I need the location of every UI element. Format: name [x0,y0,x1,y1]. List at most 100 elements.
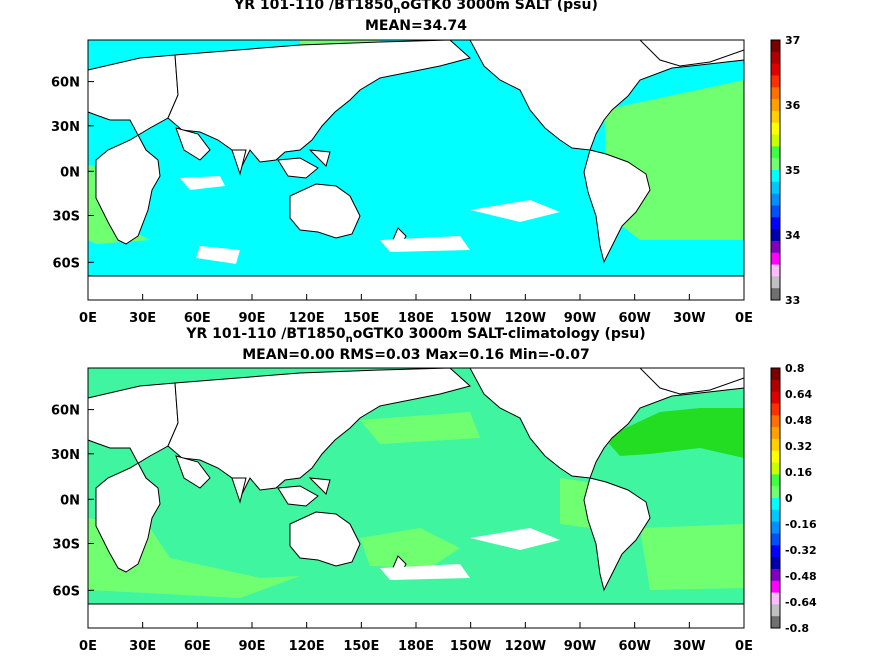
colorbar-frame [770,39,781,301]
colorbar-swatch [771,217,780,230]
panel1-stats: MEAN=34.74 [364,18,468,34]
colorbar-swatch [771,557,780,570]
panel2-map [87,367,745,629]
lon-label: 180E [398,311,434,326]
lon-label: 120E [289,311,325,326]
colorbar-swatch [771,170,780,183]
lon-label: 180E [398,639,434,654]
colorbar-swatch [771,134,780,147]
colorbar-swatch [771,99,780,112]
colorbar-swatch [771,427,780,440]
panel2-stats: MEAN=0.00 RMS=0.03 Max=0.16 Min=-0.07 [242,347,590,363]
lat-label: 0N [60,165,80,180]
lon-label: 120E [289,639,325,654]
colorbar-swatch [771,368,780,381]
lat-label: 60S [53,584,80,599]
lon-label: 60W [618,639,650,654]
lon-label: 0E [735,311,753,326]
colorbar-swatch [771,616,780,629]
panel1-map [87,39,745,301]
colorbar-swatch [771,181,780,195]
lat-label: 30S [53,210,80,225]
colorbar-label: 0 [785,492,793,505]
panel1-title: YR 101-110 /BT1850noGTK0 3000m SALT (psu… [234,0,598,16]
colorbar-swatch [771,51,780,65]
colorbar-label: -0.48 [785,570,817,583]
colorbar-label: 0.8 [785,362,805,375]
colorbar-swatch [771,438,780,452]
lon-label: 60E [184,311,211,326]
lon-label: 150W [450,639,491,654]
colorbar-label: 33 [785,294,800,307]
colorbar-swatch [771,533,780,546]
lat-label: 0N [60,493,80,508]
colorbar-swatch [771,75,780,88]
colorbar-swatch [771,288,780,301]
lat-label: 60N [51,76,80,91]
lon-label: 90E [239,639,266,654]
lon-label: 60E [184,639,211,654]
lon-label: 0E [79,639,97,654]
lat-label: 30N [51,448,80,463]
colorbar-swatch [771,276,780,289]
colorbar-swatch [771,592,780,605]
colorbars: 37 36 35 34 33 0.8 0.64 0.48 0.32 0.16 0 -0.16 -0.32… [770,34,817,635]
colorbar-swatch [771,604,780,617]
colorbar-swatch [771,391,780,404]
lon-label: 90W [564,639,596,654]
colorbar-swatch [771,122,780,136]
colorbar-label: 0.32 [785,440,812,453]
lon-label: 60W [618,311,650,326]
panel2-north-atlantic-pos [604,408,744,458]
lon-label: 150W [450,311,491,326]
lon-label: 150E [343,311,379,326]
colorbar-swatch [771,379,780,393]
colorbar-swatch [771,474,780,487]
colorbar-swatch [771,509,780,523]
panel2-title: YR 101-110 /BT1850noGTK0 3000m SALT-clim… [186,326,646,345]
lon-label: 30E [129,639,156,654]
colorbar-swatch [771,158,780,171]
colorbar-swatch [771,462,780,475]
colorbar-label: 37 [785,34,800,47]
colorbar-label: -0.32 [785,544,817,557]
colorbar-label: -0.64 [785,596,817,609]
colorbar-label: 35 [785,164,800,177]
colorbar-swatch [771,486,780,499]
colorbar-swatch [771,264,780,277]
colorbar-swatch [771,240,780,254]
lon-label: 120W [505,639,546,654]
lon-label: 150E [343,639,379,654]
colorbar-swatch [771,498,780,511]
colorbar-label: 0.48 [785,414,812,427]
lat-label: 60S [53,256,80,271]
lon-label: 0E [79,311,97,326]
colorbar-swatch [771,403,780,416]
colorbar-label: 36 [785,99,801,112]
colorbar-swatch [771,63,780,76]
colorbar-label: 0.64 [785,388,812,401]
colorbar-swatch [771,545,780,558]
colorbar-label: -0.16 [785,518,817,531]
colorbar-swatch [771,568,780,582]
colorbar-swatch [771,450,780,464]
colorbar-swatch [771,415,780,428]
lon-label: 30W [673,311,705,326]
colorbar-label: 0.16 [785,466,812,479]
colorbar-swatch [771,40,780,53]
colorbar-swatch [771,87,780,100]
lon-label: 30W [673,639,705,654]
colorbar-swatch [771,229,780,242]
colorbar-swatch [771,110,780,124]
colorbar-label: 34 [785,229,801,242]
lat-label: 30S [53,538,80,553]
colorbar-swatch [771,193,780,206]
lat-label: 30N [51,120,80,135]
lon-label: 0E [735,639,753,654]
colorbar-swatch [771,580,780,594]
colorbar-swatch [771,205,780,218]
lon-label: 90E [239,311,266,326]
colorbar-frame [770,367,781,629]
lon-label: 30E [129,311,156,326]
